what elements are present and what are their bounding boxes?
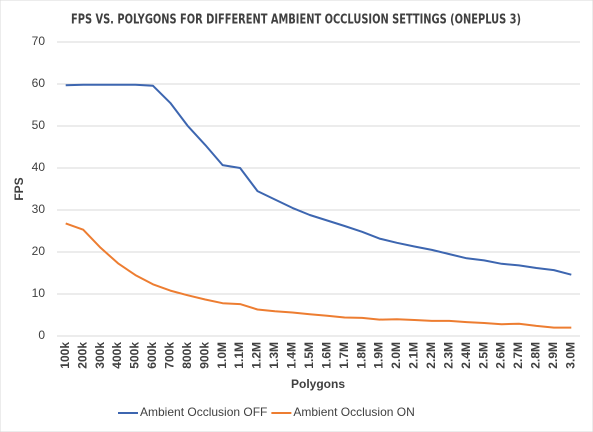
y-tick-label: 30: [32, 202, 46, 216]
x-tick-label: 2.1M: [407, 342, 421, 369]
y-tick-label: 40: [32, 160, 46, 174]
y-tick-label: 70: [32, 34, 46, 48]
x-tick-label: 100k: [58, 342, 72, 369]
x-tick-label: 2.7M: [511, 342, 525, 369]
x-tick-label: 200k: [75, 342, 89, 369]
series-line: [65, 83, 572, 276]
x-tick-label: 2.3M: [441, 342, 455, 369]
x-tick-label: 1.7M: [337, 342, 351, 369]
x-tick-label: 1.3M: [267, 342, 281, 369]
x-tick-label: 1.2M: [250, 342, 264, 369]
x-tick-label: 1.4M: [285, 342, 299, 369]
y-tick-label: 10: [32, 286, 46, 300]
legend-label: Ambient Occlusion OFF: [140, 405, 267, 419]
y-axis-label: FPS: [12, 177, 26, 200]
x-tick-label: 1.6M: [319, 342, 333, 369]
x-tick-label: 2.2M: [424, 342, 438, 369]
x-tick-label: 2.5M: [476, 342, 490, 369]
x-tick-label: 2.0M: [389, 342, 403, 369]
x-tick-label: 2.4M: [459, 342, 473, 369]
x-tick-label: 1.9M: [372, 342, 386, 369]
x-tick-label: 1.5M: [302, 342, 316, 369]
y-tick-label: 20: [32, 244, 46, 258]
x-tick-label: 2.6M: [494, 342, 508, 369]
y-tick-label: 0: [38, 328, 45, 342]
x-tick-label: 400k: [110, 342, 124, 369]
x-tick-label: 2.9M: [546, 342, 560, 369]
x-tick-label: 900k: [197, 342, 211, 369]
x-tick-label: 300k: [93, 342, 107, 369]
x-axis-label: Polygons: [291, 377, 345, 391]
y-tick-label: 60: [32, 76, 46, 90]
chart-title: FPS VS. POLYGONS FOR DIFFERENT AMBIENT O…: [71, 13, 521, 28]
x-tick-label: 600k: [145, 342, 159, 369]
x-tick-label: 800k: [180, 342, 194, 369]
series-line: [65, 222, 572, 329]
x-tick-label: 1.0M: [215, 342, 229, 369]
y-tick-label: 50: [32, 118, 46, 132]
x-tick-label: 700k: [162, 342, 176, 369]
legend-label: Ambient Occlusion ON: [293, 405, 414, 419]
x-tick-label: 3.0M: [563, 342, 577, 369]
x-tick-label: 500k: [128, 342, 142, 369]
x-tick-label: 1.1M: [232, 342, 246, 369]
x-tick-label: 2.8M: [529, 342, 543, 369]
x-tick-label: 1.8M: [354, 342, 368, 369]
